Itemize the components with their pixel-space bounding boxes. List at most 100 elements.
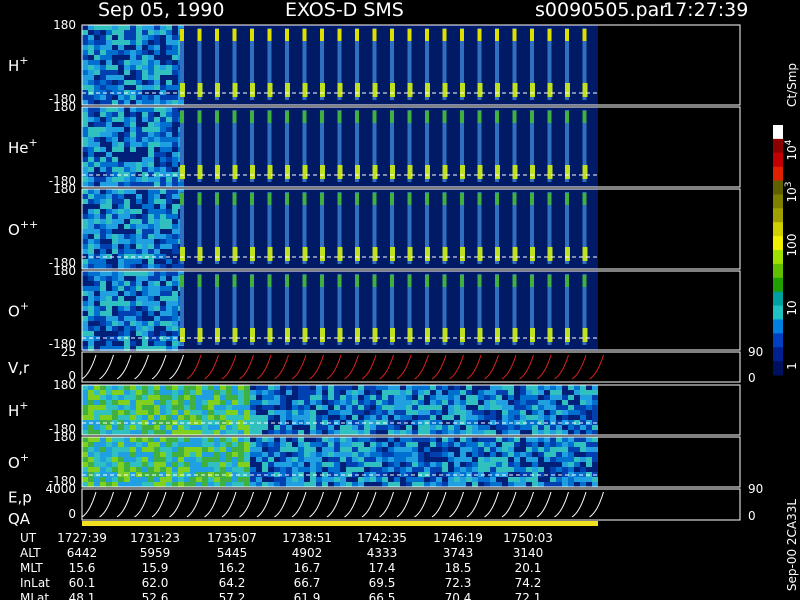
spectrogram-cell — [364, 385, 370, 390]
spectrogram-cell — [328, 482, 334, 487]
spectrogram-cell — [88, 467, 94, 472]
spectrogram-cell — [514, 400, 520, 405]
spectrogram-cell — [124, 457, 130, 462]
spectrogram-cell — [556, 437, 562, 442]
spectrogram-cell — [136, 132, 142, 137]
spectrogram-cell — [154, 60, 160, 65]
spectrogram-peak — [407, 165, 413, 179]
spectrogram-cell — [550, 462, 556, 467]
spectrogram-cell — [262, 452, 268, 457]
spectrogram-cell — [322, 430, 328, 435]
spectrogram-cell — [82, 442, 88, 447]
spectrogram-cell — [136, 467, 142, 472]
colorbar-cell — [773, 236, 783, 251]
spectrogram-cell — [130, 152, 136, 157]
spectrogram-cell — [130, 142, 136, 147]
spectrogram-cell — [574, 430, 580, 435]
spectrogram-cell — [388, 405, 394, 410]
spectrogram-cell — [196, 425, 202, 430]
spectrogram-cell — [538, 430, 544, 435]
spectrogram-peak — [565, 165, 570, 179]
spectrogram-peak — [390, 328, 395, 342]
spectrogram-cell — [316, 420, 322, 425]
spectrogram-cell — [262, 430, 268, 435]
spectrogram-peak — [442, 83, 448, 97]
spectrogram-cell — [196, 472, 202, 477]
spectrogram-cell — [136, 189, 142, 194]
spectrogram-cell — [124, 147, 130, 152]
spectrogram-cell — [568, 430, 574, 435]
spectrogram-cell — [310, 425, 316, 430]
table-cell: 60.1 — [69, 576, 96, 590]
spectrogram-cell — [178, 442, 184, 447]
spectrogram-cell — [124, 162, 130, 167]
spectrogram-cell — [484, 472, 490, 477]
spectrogram-cell — [136, 346, 142, 351]
trace — [134, 354, 149, 380]
spectrogram-cell — [154, 281, 160, 286]
spectrogram-cell — [472, 390, 478, 395]
spectrogram-cell — [130, 425, 136, 430]
spectrogram-cell — [166, 306, 172, 311]
spectrogram-cell — [112, 229, 118, 234]
spectrogram-cell — [382, 405, 388, 410]
spectrogram-cell — [478, 410, 484, 415]
spectrogram-cell — [580, 430, 586, 435]
spectrogram-cell — [256, 390, 262, 395]
spectrogram-peak — [390, 193, 394, 205]
spectrogram-cell — [466, 437, 472, 442]
spectrogram-cell — [580, 425, 586, 430]
trace — [309, 491, 324, 518]
spectrogram-cell — [472, 430, 478, 435]
spectrogram-cell — [112, 477, 118, 482]
spectrogram-cell — [388, 467, 394, 472]
spectrogram-cell — [100, 112, 106, 117]
spectrogram-cell — [490, 472, 496, 477]
spectrogram-cell — [442, 400, 448, 405]
spectrogram-cell — [106, 400, 112, 405]
spectrogram-cell — [310, 462, 316, 467]
spectrogram-cell — [142, 244, 148, 249]
spectrogram-cell — [178, 477, 184, 482]
spectrogram-cell — [130, 189, 136, 194]
spectrogram-cell — [142, 400, 148, 405]
table-cell: MLat — [20, 591, 49, 600]
spectrogram-cell — [280, 395, 286, 400]
spectrogram-cell — [250, 457, 256, 462]
spectrogram-cell — [418, 447, 424, 452]
spectrogram-cell — [196, 415, 202, 420]
spectrogram-cell — [400, 395, 406, 400]
spectrogram-cell — [142, 157, 148, 162]
spectrogram-cell — [82, 127, 88, 132]
spectrogram-cell — [166, 271, 172, 276]
spectrogram-cell — [580, 462, 586, 467]
spectrogram-cell — [130, 430, 136, 435]
spectrogram-cell — [130, 286, 136, 291]
spectrogram-cell — [88, 346, 94, 351]
spectrogram-cell — [112, 467, 118, 472]
spectrogram-peak — [232, 165, 238, 179]
spectrogram-cell — [448, 420, 454, 425]
spectrogram-peak — [197, 275, 202, 287]
spectrogram-cell — [340, 410, 346, 415]
y-tick-label: 180 — [53, 378, 76, 392]
spectrogram-band — [425, 274, 429, 345]
spectrogram-cell — [148, 80, 154, 85]
spectrogram-cell — [442, 385, 448, 390]
spectrogram-cell — [526, 472, 532, 477]
spectrogram-cell — [136, 162, 142, 167]
spectrogram-cell — [118, 147, 124, 152]
spectrogram-cell — [574, 390, 580, 395]
spectrogram-cell — [112, 311, 118, 316]
spectrogram-cell — [136, 316, 142, 321]
spectrogram-cell — [94, 395, 100, 400]
spectrogram-cell — [148, 271, 154, 276]
spectrogram-cell — [154, 410, 160, 415]
spectrogram-cell — [142, 167, 148, 172]
spectrogram-cell — [214, 447, 220, 452]
spectrogram-peak — [460, 328, 465, 342]
spectrogram-cell — [112, 442, 118, 447]
panel-label-sup: + — [19, 54, 28, 67]
trace — [344, 491, 359, 518]
spectrogram-cell — [238, 405, 244, 410]
